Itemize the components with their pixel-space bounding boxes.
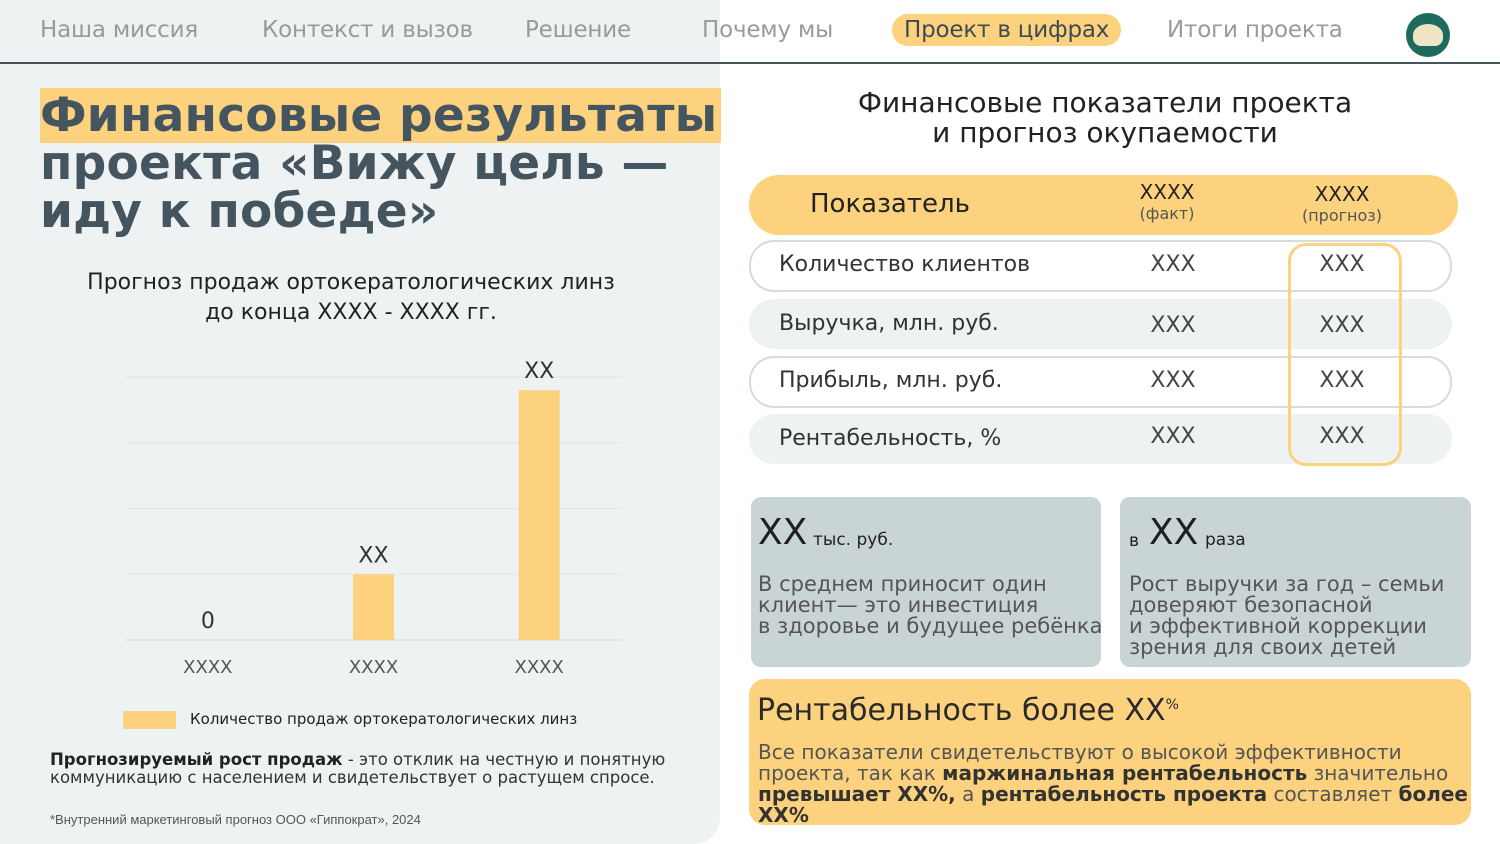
avg-client-text-line: клиент— это инвестиция: [758, 593, 1039, 617]
summary-text: значительно: [1307, 761, 1449, 785]
row-label-clients: Количество клиентов: [779, 252, 1031, 277]
summary-bold: маржинальная рентабельность: [942, 761, 1308, 785]
growth-note: Прогнозируемый рост продаж - это отклик …: [50, 751, 690, 787]
nav-divider: [0, 62, 1500, 64]
row-fact-profitability: XXX: [1150, 424, 1196, 449]
row-fact-profit: XXX: [1150, 368, 1196, 393]
summary-bold: превышает XX%,: [758, 782, 956, 806]
legend-swatch: [123, 711, 176, 729]
row-label-profitability: Рентабельность, %: [779, 426, 1002, 451]
chart-title-line2: до конца XXXX - XXXX гг.: [205, 300, 497, 325]
row-label-profit: Прибыль, млн. руб.: [779, 368, 1003, 393]
revenue-growth-value: XX: [1149, 512, 1199, 553]
row-label-revenue: Выручка, млн. руб.: [779, 311, 999, 336]
avg-client-unit: тыс. руб.: [813, 530, 894, 550]
table-row: [749, 299, 1452, 349]
forecast-column-highlight: [1288, 243, 1402, 466]
clinic-logo-icon[interactable]: [1406, 13, 1450, 57]
logo-mark: [1413, 24, 1443, 46]
table-header-forecast: XXXX (прогноз): [1272, 183, 1412, 227]
data-label: 0: [201, 609, 215, 634]
table-header: [749, 175, 1458, 235]
row-forecast-clients: XXX: [1319, 252, 1365, 277]
revenue-growth-prefix: в: [1129, 531, 1140, 551]
revenue-growth-text-line: зрения для своих детей: [1129, 635, 1397, 659]
profitability-summary-title: Рентабельность более XX%: [757, 693, 1179, 728]
revenue-growth-text: Рост выручки за год – семьи доверяют без…: [1129, 574, 1444, 658]
legend-label: Количество продаж ортокератологических л…: [190, 710, 578, 728]
table-header-label: Показатель: [810, 189, 970, 219]
summary-bold: более XX%: [758, 782, 1468, 827]
bar: [518, 390, 560, 640]
row-forecast-profitability: XXX: [1319, 424, 1365, 449]
row-forecast-revenue: XXX: [1319, 313, 1365, 338]
summary-bold: рентабельность проекта: [980, 782, 1268, 806]
table-header-fact-sub: (факт): [1139, 204, 1195, 223]
x-tick-label: XXXX: [183, 657, 232, 678]
avg-client-text-line: В среднем приносит один: [758, 572, 1047, 596]
x-tick-label: XXXX: [515, 657, 564, 678]
financial-table-title: Финансовые показатели проекта и прогноз …: [780, 88, 1430, 148]
table-header-forecast-sub: (прогноз): [1301, 206, 1383, 225]
growth-note-text: - это отклик на честную и понятную комму…: [50, 750, 666, 787]
row-forecast-profit: XXX: [1319, 368, 1365, 393]
footnote: *Внутренний маркетинговый прогноз ООО «Г…: [50, 812, 421, 827]
table-row: [749, 240, 1452, 292]
data-label: XX: [358, 543, 388, 568]
page-title: Финансовые результаты проекта «Вижу цель…: [40, 88, 722, 239]
summary-title-sup: %: [1165, 697, 1179, 713]
page-title-line2: проекта «Вижу цель —: [40, 136, 669, 191]
page-title-line3: иду к победе»: [40, 184, 439, 239]
page-title-line1: Финансовые результаты: [40, 88, 722, 143]
avg-client-value: XX: [758, 512, 808, 553]
table-header-fact: XXXX (факт): [1097, 181, 1237, 225]
x-tick-label: XXXX: [349, 657, 398, 678]
summary-text: составляет: [1267, 782, 1399, 806]
chart-title: Прогноз продаж ортокератологических линз…: [60, 268, 642, 328]
row-fact-clients: XXX: [1150, 252, 1196, 277]
bar: [353, 574, 394, 640]
nav-item-mission[interactable]: Наша миссия: [40, 17, 199, 43]
nav-item-context[interactable]: Контекст и вызов: [262, 17, 473, 43]
nav-item-solution[interactable]: Решение: [525, 17, 631, 43]
revenue-growth-text-line: Рост выручки за год – семьи: [1129, 572, 1445, 596]
revenue-growth-text-line: доверяют безопасной: [1129, 593, 1373, 617]
nav-item-why-us[interactable]: Почему мы: [702, 17, 834, 43]
avg-client-text-line: в здоровье и будущее ребёнка: [758, 614, 1103, 638]
table-row: [749, 356, 1452, 408]
summary-text: Все показатели свидетельствуют о высокой…: [758, 740, 1402, 785]
avg-client-text: В среднем приносит один клиент— это инве…: [758, 574, 1102, 637]
profitability-summary-text: Все показатели свидетельствуют о высокой…: [758, 742, 1470, 826]
summary-text: а: [955, 782, 981, 806]
revenue-growth-card: [1120, 497, 1471, 667]
nav-item-results[interactable]: Итоги проекта: [1167, 17, 1343, 43]
revenue-growth-text-line: и эффективной коррекции: [1129, 614, 1427, 638]
growth-note-bold: Прогнозируемый рост продаж: [50, 750, 343, 769]
table-header-fact-year: XXXX: [1139, 180, 1195, 204]
revenue-growth-unit: раза: [1205, 530, 1246, 550]
table-row: [749, 414, 1452, 464]
avg-client-card: [751, 497, 1101, 667]
summary-title-text: Рентабельность более XX: [757, 693, 1166, 728]
chart-title-line1: Прогноз продаж ортокератологических линз: [87, 270, 615, 295]
profitability-summary-card: [749, 679, 1471, 825]
data-label: XX: [524, 359, 554, 384]
financial-table-title-line1: Финансовые показатели проекта: [857, 86, 1353, 119]
row-fact-revenue: XXX: [1150, 313, 1196, 338]
table-header-forecast-year: XXXX: [1314, 182, 1370, 206]
financial-table-title-line2: и прогноз окупаемости: [932, 116, 1278, 149]
nav-item-project-numbers[interactable]: Проект в цифрах: [892, 14, 1122, 46]
